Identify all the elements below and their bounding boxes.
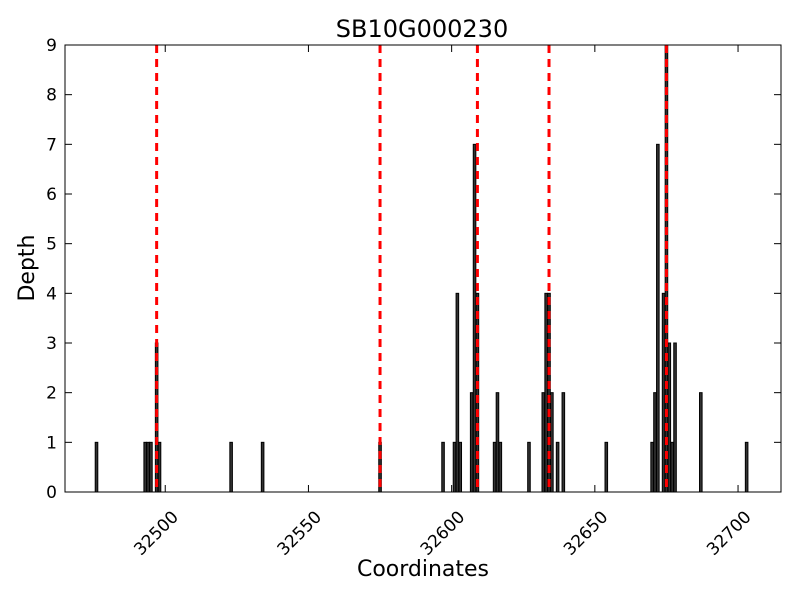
y-tick-label: 7 xyxy=(46,135,57,155)
bar xyxy=(555,441,560,493)
bar xyxy=(561,392,566,493)
bar xyxy=(604,441,609,493)
bar xyxy=(544,292,548,493)
bar xyxy=(744,441,749,493)
bar xyxy=(495,392,500,493)
bar xyxy=(94,441,99,493)
y-tick-label: 6 xyxy=(46,185,57,205)
x-axis-label: Coordinates xyxy=(357,557,489,582)
bar xyxy=(650,441,654,493)
markers-layer xyxy=(155,45,668,492)
bar xyxy=(673,342,677,493)
bar xyxy=(475,292,480,493)
y-tick-label: 8 xyxy=(46,86,57,106)
bar xyxy=(550,392,554,493)
bar xyxy=(667,342,672,493)
plot-frame xyxy=(64,44,782,493)
bar xyxy=(260,441,265,493)
y-tick-label: 3 xyxy=(46,334,57,354)
bars-layer xyxy=(94,44,749,493)
bar xyxy=(149,441,153,493)
y-tick-label: 1 xyxy=(46,433,57,453)
y-axis: 0 1 2 3 4 5 6 7 8 9 xyxy=(46,36,781,503)
y-tick-label: 4 xyxy=(46,284,57,304)
bar xyxy=(492,441,497,493)
bar xyxy=(547,292,551,493)
bar xyxy=(455,292,460,493)
bar xyxy=(229,441,233,493)
x-tick-label: 32600 xyxy=(417,507,469,559)
bar xyxy=(472,143,477,493)
y-tick-label: 2 xyxy=(46,384,57,404)
bar xyxy=(541,392,546,493)
y-tick-label: 9 xyxy=(46,36,57,56)
bar xyxy=(670,441,674,493)
x-tick-label: 32550 xyxy=(274,507,326,559)
bar xyxy=(661,292,666,493)
bar xyxy=(157,441,162,493)
x-tick-label: 32500 xyxy=(130,507,182,559)
y-tick-label: 0 xyxy=(46,483,57,503)
bar xyxy=(143,441,147,493)
bar xyxy=(656,143,660,493)
bar xyxy=(458,441,463,493)
x-tick-label: 32650 xyxy=(560,507,612,559)
bar xyxy=(527,441,531,493)
y-tick-label: 5 xyxy=(46,235,57,255)
chart-title: SB10G000230 xyxy=(336,15,508,43)
bar xyxy=(498,441,503,493)
x-tick-label: 32700 xyxy=(703,507,755,559)
bar xyxy=(653,392,657,493)
bar xyxy=(469,392,474,493)
y-axis-label: Depth xyxy=(15,234,40,301)
bar xyxy=(452,441,457,493)
bar xyxy=(146,441,150,493)
bar xyxy=(441,441,445,493)
bar xyxy=(699,392,703,493)
